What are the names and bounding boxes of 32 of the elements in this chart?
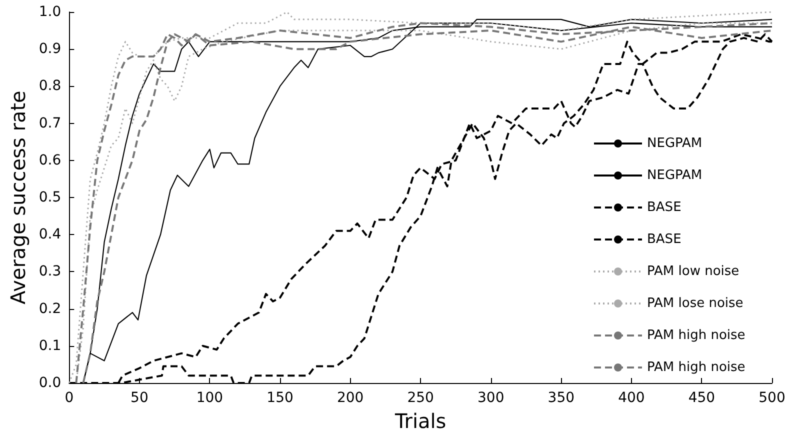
y-tick-label: 0.4 [38,226,62,243]
y-tick-label: 0.3 [38,264,62,280]
legend-label: BASE [647,200,682,215]
y-tick-label: 0.5 [38,190,62,206]
y-tick-label: 0.7 [38,115,62,132]
legend-label: PAM high noise [647,360,746,375]
legend-label: NEGPAM [647,136,702,151]
x-tick-label: 100 [196,390,224,406]
legend-label: BASE [647,232,682,247]
y-tick-label: 0.2 [38,300,62,317]
legend-label: NEGPAM [647,168,702,183]
x-tick-label: 150 [266,390,294,406]
legend-label: PAM high noise [647,328,746,343]
y-tick-label: 1.0 [38,4,62,20]
x-tick-label: 50 [130,390,148,406]
x-tick-label: 300 [478,390,504,406]
x-tick-label: 500 [758,390,786,406]
x-axis-title: Trials [394,409,446,433]
y-tick-label: 0.0 [38,375,62,391]
x-tick-label: 400 [618,390,645,406]
y-axis-title: Average success rate [6,90,30,304]
x-tick-label: 350 [548,390,575,406]
legend-label: PAM lose noise [647,296,744,311]
x-tick-label: 250 [407,390,434,406]
y-tick-label: 0.8 [38,78,62,94]
x-tick-label: 450 [688,390,716,406]
legend-label: PAM low noise [647,264,740,279]
x-tick-label: 0 [64,390,74,406]
y-tick-label: 0.6 [38,152,62,168]
y-tick-label: 0.1 [38,338,62,354]
y-tick-label: 0.9 [38,41,62,58]
x-tick-label: 200 [336,390,364,406]
